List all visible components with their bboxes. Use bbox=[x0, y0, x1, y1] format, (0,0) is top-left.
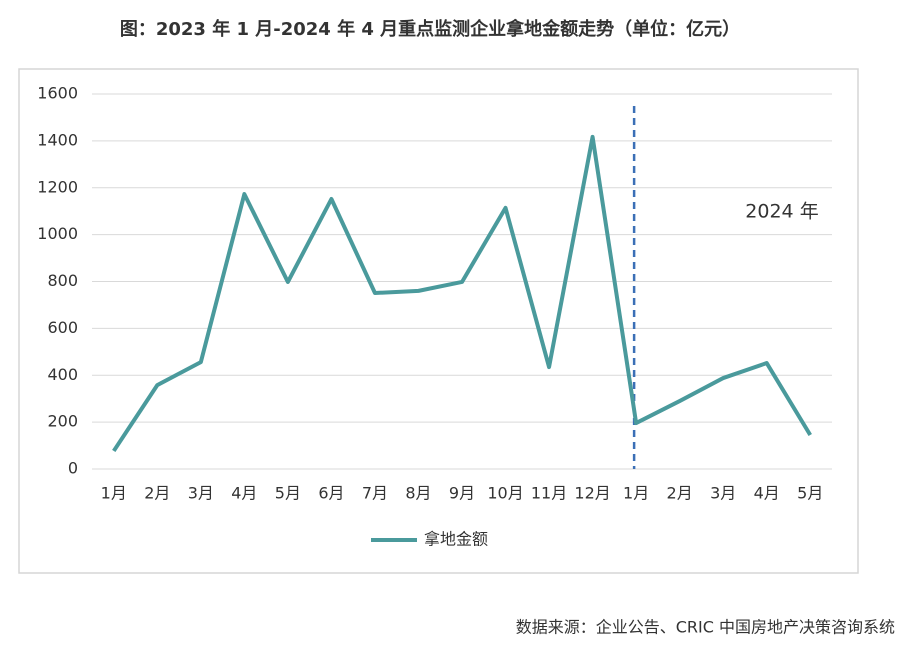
y-tick-label: 600 bbox=[47, 318, 78, 337]
y-tick-label: 800 bbox=[47, 271, 78, 290]
annotation: 2024 年 bbox=[745, 201, 818, 223]
x-tick-label: 2月 bbox=[667, 484, 693, 503]
x-tick-label: 1月 bbox=[623, 484, 649, 503]
x-tick-label: 4月 bbox=[231, 484, 257, 503]
y-tick-label: 1400 bbox=[37, 130, 78, 149]
x-tick-label: 10月 bbox=[487, 484, 523, 503]
source-note: 数据来源：企业公告、CRIC 中国房地产决策咨询系统 bbox=[516, 618, 895, 637]
x-tick-label: 8月 bbox=[405, 484, 431, 503]
x-tick-label: 5月 bbox=[797, 484, 823, 503]
x-tick-label: 6月 bbox=[318, 484, 344, 503]
data-line bbox=[112, 134, 812, 453]
x-tick-label: 4月 bbox=[754, 484, 780, 503]
x-tick-label: 3月 bbox=[188, 484, 214, 503]
y-tick-label: 200 bbox=[47, 412, 78, 431]
x-tick-label: 9月 bbox=[449, 484, 475, 503]
chart-frame bbox=[18, 68, 859, 574]
x-tick-label: 3月 bbox=[710, 484, 736, 503]
chart-title: 图：2023 年 1 月-2024 年 4 月重点监测企业拿地金额走势（单位：亿… bbox=[120, 18, 740, 40]
y-tick-label: 1200 bbox=[37, 177, 78, 196]
x-tick-label: 12月 bbox=[574, 484, 610, 503]
x-tick-label: 2月 bbox=[144, 484, 170, 503]
x-tick-label: 1月 bbox=[101, 484, 127, 503]
y-tick-label: 400 bbox=[47, 365, 78, 384]
legend-label: 拿地金额 bbox=[424, 530, 488, 549]
x-tick-label: 11月 bbox=[531, 484, 567, 503]
y-tick-label: 1000 bbox=[37, 224, 78, 243]
y-tick-label: 1600 bbox=[37, 84, 78, 103]
y-tick-label: 0 bbox=[68, 459, 78, 478]
x-tick-label: 7月 bbox=[362, 484, 388, 503]
x-tick-label: 5月 bbox=[275, 484, 301, 503]
